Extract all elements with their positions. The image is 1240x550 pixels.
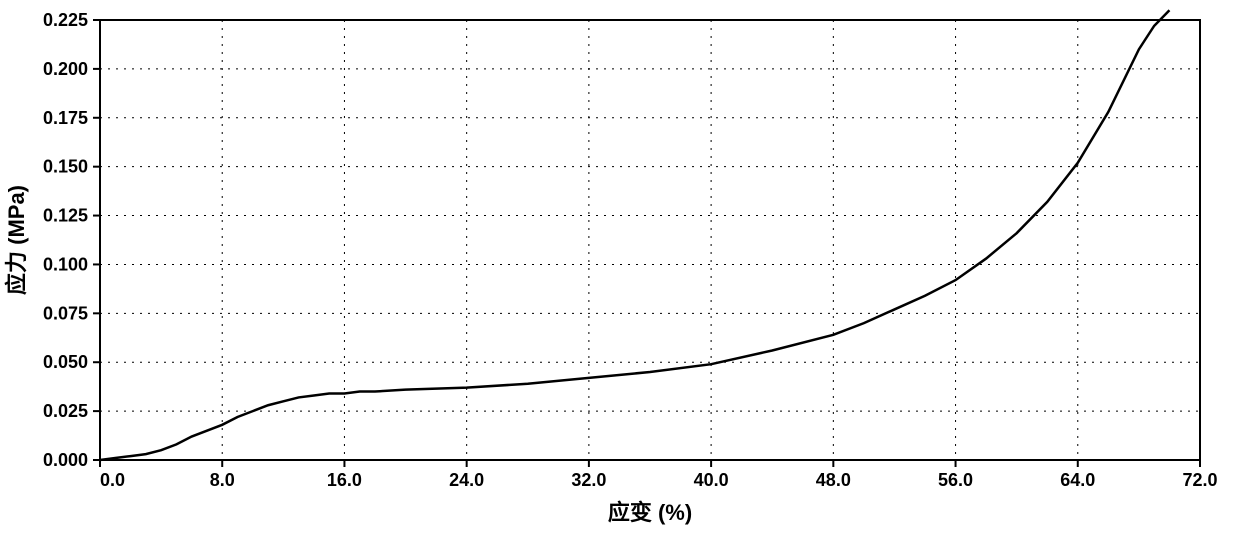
y-axis-label: 应力 (MPa) xyxy=(4,185,29,295)
x-tick-label: 40.0 xyxy=(694,470,729,490)
y-tick-label: 0.000 xyxy=(43,450,88,470)
chart-svg: 0.0 8.0 16.0 24.0 32.0 40.0 48.0 56.0 64.0 72.0 0.… xyxy=(0,0,1240,550)
x-tick-label: 16.0 xyxy=(327,470,362,490)
data-series-line xyxy=(100,10,1169,460)
y-tick-label: 0.125 xyxy=(43,206,88,226)
y-tick-label: 0.225 xyxy=(43,10,88,30)
y-tick-label: 0.175 xyxy=(43,108,88,128)
x-axis-label: 应变 (%) xyxy=(608,500,692,525)
y-tick-label: 0.050 xyxy=(43,352,88,372)
x-tick-label: 64.0 xyxy=(1060,470,1095,490)
x-tick-label: 8.0 xyxy=(210,470,235,490)
y-tick-label: 0.075 xyxy=(43,303,88,323)
x-tick-label: 48.0 xyxy=(816,470,851,490)
y-tick-label: 0.100 xyxy=(43,254,88,274)
x-tick-label: 56.0 xyxy=(938,470,973,490)
x-tick-label: 0.0 xyxy=(100,470,125,490)
stress-strain-chart: 0.0 8.0 16.0 24.0 32.0 40.0 48.0 56.0 64.0 72.0 0.… xyxy=(0,0,1240,550)
y-tick-label: 0.200 xyxy=(43,59,88,79)
x-tick-label: 24.0 xyxy=(449,470,484,490)
y-tick-label: 0.150 xyxy=(43,157,88,177)
y-tick-label: 0.025 xyxy=(43,401,88,421)
x-tick-label: 72.0 xyxy=(1182,470,1217,490)
x-tick-label: 32.0 xyxy=(571,470,606,490)
